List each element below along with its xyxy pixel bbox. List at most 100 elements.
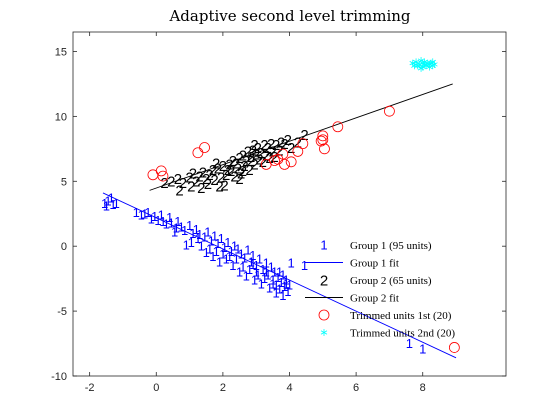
trimmed-1st-point: [319, 143, 330, 155]
group2-point: 2: [267, 136, 275, 153]
group2-point: 2: [192, 174, 200, 191]
trimmed-1st-point: [318, 309, 330, 321]
group1-point: 1: [253, 265, 260, 280]
y-tick-label: 15: [55, 46, 67, 58]
group2-point: 2: [252, 146, 260, 163]
group1-point: 1: [204, 224, 211, 239]
y-tick-label: -5: [57, 306, 67, 318]
legend-label: Trimmed units 1st (20): [350, 310, 452, 322]
group1-point: 1: [249, 248, 256, 263]
group2-point: 2: [230, 168, 238, 185]
group2-point: 2: [284, 132, 292, 149]
group1-point: 1: [133, 205, 140, 220]
group2-point: 2: [264, 140, 272, 157]
legend-label: Group 2 (65 units): [350, 275, 432, 287]
group1-point: 1: [229, 258, 236, 273]
group1-point: 1: [168, 215, 175, 230]
group2-point: 2: [212, 155, 220, 172]
group1-point: 1: [269, 272, 276, 287]
group2-point: 2: [287, 140, 295, 157]
group1-point: 1: [256, 252, 263, 267]
group2-point: 2: [227, 163, 235, 180]
group1-point: 1: [284, 284, 291, 299]
group1-point: 1: [228, 244, 235, 259]
group2-point: 2: [195, 168, 203, 185]
group1-point: 1: [198, 239, 205, 254]
group1-point: 1: [279, 267, 286, 282]
group1-point: 1: [276, 265, 283, 280]
trimmed-2nd-point: [421, 60, 428, 68]
trimmed-1st-point: [317, 130, 329, 142]
series-trimmed-units-1st-20-: [147, 105, 460, 353]
group1-point: 1: [166, 210, 173, 225]
group1-point: 1: [258, 276, 265, 291]
group1-point: 1: [269, 276, 276, 291]
group1-point: 1: [233, 252, 240, 267]
group1-point: 1: [174, 214, 181, 229]
group2-point: 2: [257, 145, 265, 162]
legend-entry: 2 Group 2 (65 units): [320, 272, 432, 289]
group2-point: 2: [259, 154, 267, 171]
group2-point: 2: [222, 167, 230, 184]
group1-point: 1: [194, 231, 201, 246]
trimmed-1st-point: [279, 159, 290, 170]
group2-point: 2: [179, 175, 187, 192]
group2-point: 2: [270, 149, 278, 166]
group1-point: 1: [186, 218, 193, 233]
group1-point: 1: [148, 211, 155, 226]
group2-point: 2: [209, 162, 217, 179]
group2-point: 2: [249, 142, 257, 159]
group1-point: 1: [263, 256, 270, 271]
group1-point: 1: [254, 267, 261, 282]
group1-point: 1: [281, 279, 288, 294]
group1-point: 1: [286, 278, 293, 293]
trimmed-1st-point: [192, 147, 204, 159]
group1-point: 1: [203, 245, 210, 260]
legend-entry: Trimmed units 2nd (20): [320, 328, 455, 340]
group1-point: 1: [238, 247, 245, 262]
group2-point: 2: [250, 137, 258, 154]
group2-point: 2: [300, 127, 308, 144]
group1-point: 1: [283, 272, 290, 287]
group2-point: 2: [269, 144, 277, 161]
group1-point: 1: [189, 226, 196, 241]
legend-entry: 1 Group 1 (95 units): [320, 238, 432, 253]
group1-point: 1: [183, 237, 190, 252]
group2-point: 2: [219, 158, 227, 175]
group1-point: 1: [419, 341, 426, 356]
trimmed-1st-point: [157, 170, 169, 182]
group2-point: 2: [275, 142, 283, 159]
asterisk-stroke: [421, 62, 428, 67]
group2-point: 2: [242, 153, 250, 170]
group1-point: 1: [108, 191, 115, 206]
x-tick-label: 6: [353, 382, 359, 394]
y-tick-label: 10: [55, 111, 67, 123]
group1-point: 1: [109, 197, 116, 212]
asterisk-stroke: [409, 61, 416, 66]
group1-point: 1: [196, 227, 203, 242]
group2-point: 2: [272, 137, 280, 154]
group1-point: 1: [278, 275, 285, 290]
group2-point: 2: [202, 171, 210, 188]
group1-point: 1: [249, 257, 256, 272]
group2-point: 2: [255, 151, 263, 168]
legend-label: Trimmed units 2nd (20): [350, 328, 455, 340]
group1-point: 1: [320, 238, 327, 253]
group2-fit-line: [149, 83, 453, 191]
group1-point: 1: [231, 239, 238, 254]
trimmed-2nd-point: [431, 60, 438, 68]
legend-entry: Group 1 fit: [305, 258, 399, 270]
y-tick-label: 5: [61, 176, 67, 188]
group2-point: 2: [224, 162, 232, 179]
group2-point: 2: [237, 166, 245, 183]
group1-point: 1: [223, 252, 230, 267]
group1-point: 1: [209, 249, 216, 264]
group1-point: 1: [263, 265, 270, 280]
group1-point: 1: [266, 280, 273, 295]
group2-point: 2: [250, 157, 258, 174]
group2-point: 2: [174, 171, 182, 188]
group1-point: 1: [211, 228, 218, 243]
group1-point: 1: [181, 223, 188, 238]
